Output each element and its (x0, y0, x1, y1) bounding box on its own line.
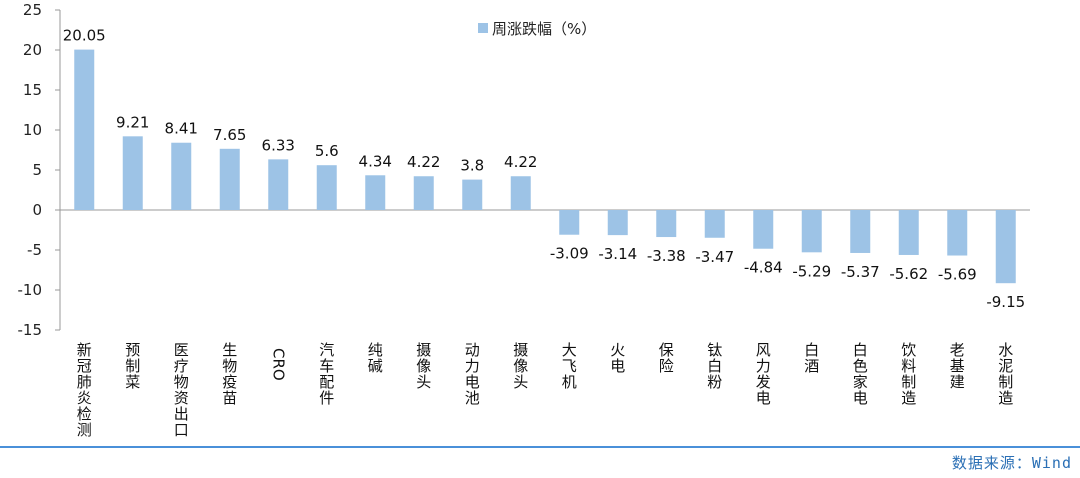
category-label: 摄像头 (513, 341, 528, 391)
data-label: 5.6 (315, 142, 339, 160)
data-label: 6.33 (262, 136, 295, 154)
bar (607, 210, 628, 236)
data-label: 8.41 (165, 120, 198, 138)
bar (365, 175, 386, 210)
bar (898, 210, 919, 255)
data-label: -3.09 (550, 245, 589, 263)
category-label: 风力发电 (756, 341, 771, 407)
bar (559, 210, 580, 235)
data-label: 20.05 (63, 27, 106, 45)
legend-swatch (478, 23, 488, 33)
category-label: 水泥制造 (998, 341, 1013, 407)
bar (413, 176, 434, 210)
category-label: 钛白粉 (707, 341, 722, 391)
bar (171, 142, 192, 210)
data-label: -5.29 (792, 262, 831, 280)
category-labels: 新冠肺炎检测 预制菜 医疗物资出口 生物疫苗 CRO 汽车配件 纯碱 摄像头 动力电池 摄像头 大飞… (77, 341, 1014, 439)
bar-chart: 25 20 15 10 5 0 -5 -10 -15 20.05 9.21 8.41 7.65 6.33… (18, 1, 1030, 439)
bar (753, 210, 774, 249)
bar (462, 179, 483, 210)
legend: 周涨跌幅（%） (478, 20, 596, 38)
bar (704, 210, 725, 238)
data-label: -5.37 (841, 263, 880, 281)
category-label: 摄像头 (416, 341, 431, 391)
data-label: -5.62 (889, 265, 928, 283)
data-label: -4.84 (744, 259, 783, 277)
data-label: 4.22 (504, 153, 537, 171)
bar (122, 136, 143, 210)
data-label: 3.8 (460, 157, 484, 175)
data-label: 9.21 (116, 113, 149, 131)
data-label: -9.15 (986, 293, 1025, 311)
category-label: 汽车配件 (319, 341, 334, 407)
bar (995, 210, 1016, 284)
y-tick-label: 20 (23, 41, 42, 59)
legend-label: 周涨跌幅（%） (492, 20, 596, 38)
y-tick-label: 25 (23, 1, 42, 19)
category-label: 新冠肺炎检测 (77, 341, 92, 439)
category-label: 饮料制造 (901, 341, 916, 407)
bar (74, 49, 95, 210)
category-label: 大飞机 (562, 341, 577, 391)
bar (656, 210, 677, 238)
bar (947, 210, 968, 256)
data-label: 7.65 (213, 126, 246, 144)
y-tick-label: -15 (18, 321, 43, 339)
y-tick-label: -10 (18, 281, 43, 299)
y-tick-label: 0 (32, 201, 42, 219)
category-label: 预制菜 (125, 341, 140, 391)
category-label: 纯碱 (368, 341, 383, 375)
bar (268, 159, 289, 210)
category-label: 白酒 (804, 341, 819, 375)
source-note: 数据来源：Wind (951, 454, 1072, 472)
bar (801, 210, 822, 253)
y-tick-label: 15 (23, 81, 42, 99)
category-label: CRO (269, 348, 287, 381)
category-label: 老基建 (950, 341, 965, 391)
y-tick-label: 10 (23, 121, 42, 139)
category-label: 白色家电 (853, 341, 868, 407)
bar (510, 176, 531, 210)
category-label: 医疗物资出口 (174, 341, 189, 439)
bar (316, 165, 337, 210)
data-label: 4.22 (407, 153, 440, 171)
y-tick-label: 5 (32, 161, 42, 179)
data-label: -5.69 (938, 266, 977, 284)
footer-divider (0, 446, 1080, 448)
bar (219, 148, 240, 210)
data-label: 4.34 (359, 152, 392, 170)
category-label: 保险 (659, 341, 674, 375)
data-label: -3.14 (598, 245, 637, 263)
y-tick-label: -5 (27, 241, 42, 259)
bars (74, 49, 1016, 284)
data-label: -3.47 (695, 248, 734, 266)
category-label: 火电 (610, 341, 625, 375)
data-label: -3.38 (647, 247, 686, 265)
data-labels: 20.05 9.21 8.41 7.65 6.33 5.6 4.34 4.22 3.8 4.22 -… (63, 27, 1025, 312)
bar (850, 210, 871, 253)
category-label: 生物疫苗 (222, 341, 237, 407)
category-label: 动力电池 (465, 341, 480, 407)
